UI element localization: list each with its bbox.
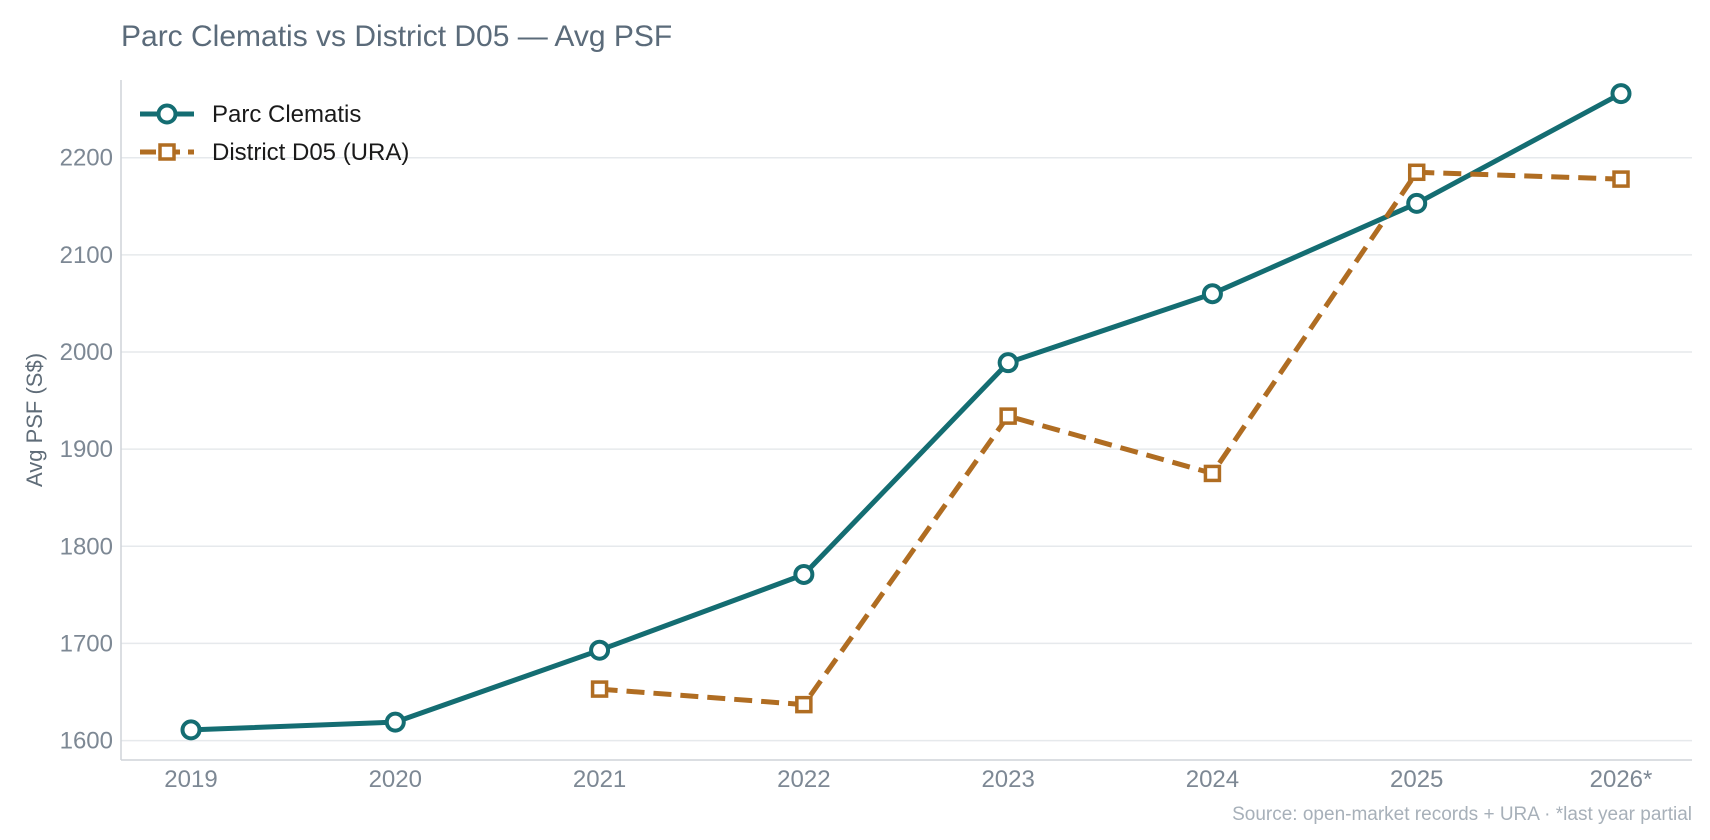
- data-point: [1610, 83, 1632, 105]
- data-point: [997, 352, 1019, 374]
- series-district-d05-ura: [590, 163, 1630, 714]
- data-point: [1407, 163, 1426, 182]
- chart-title: Parc Clematis vs District D05 — Avg PSF: [121, 20, 672, 53]
- data-point: [384, 711, 406, 733]
- data-point: [590, 680, 609, 698]
- data-point: [589, 639, 611, 661]
- legend: Parc Clematis District D05 (URA): [140, 101, 409, 166]
- x-tick-label: 2026*: [1590, 766, 1653, 793]
- x-tick-label: 2021: [573, 766, 626, 793]
- x-tick-labels: 2019 2020 2021 2022 2023 2024 2025 2026*: [164, 766, 1652, 793]
- y-tick-label: 2200: [60, 145, 113, 172]
- y-tick-label: 1900: [60, 436, 113, 463]
- y-axis-label: Avg PSF (S$): [22, 353, 47, 487]
- x-tick-label: 2023: [981, 766, 1034, 793]
- data-point: [1406, 192, 1428, 214]
- y-tick-labels: 1600 1700 1800 1900 2000 2100 2200: [60, 145, 113, 755]
- y-tick-label: 2100: [60, 242, 113, 269]
- series-line: [599, 169, 1622, 708]
- y-tick-label: 1600: [60, 728, 113, 755]
- data-point: [180, 719, 202, 741]
- legend-marker: [158, 143, 176, 161]
- legend-item-district-d05-ura: District D05 (URA): [140, 139, 409, 166]
- legend-label: Parc Clematis: [212, 101, 361, 128]
- legend-marker: [156, 103, 178, 125]
- y-tick-label: 1700: [60, 630, 113, 657]
- source-note: Source: open-market records + URA · *las…: [1232, 804, 1692, 825]
- data-point: [999, 407, 1017, 425]
- series-parc-clematis: [180, 83, 1632, 741]
- data-point: [795, 695, 813, 714]
- data-point: [1201, 283, 1223, 305]
- x-tick-label: 2024: [1186, 766, 1239, 793]
- x-tick-label: 2020: [369, 766, 422, 793]
- legend-item-parc-clematis: Parc Clematis: [140, 101, 361, 128]
- data-point: [1612, 170, 1630, 188]
- x-tick-label: 2019: [164, 766, 217, 793]
- y-tick-label: 1800: [60, 533, 113, 560]
- y-tick-label: 2000: [60, 339, 113, 366]
- series-group: [180, 83, 1632, 741]
- gridlines: [121, 156, 1692, 742]
- data-point: [1203, 464, 1222, 483]
- x-tick-label: 2025: [1390, 766, 1443, 793]
- legend-label: District D05 (URA): [212, 139, 409, 166]
- x-tick-label: 2022: [777, 766, 830, 793]
- data-point: [793, 563, 815, 585]
- series-line: [190, 91, 1623, 733]
